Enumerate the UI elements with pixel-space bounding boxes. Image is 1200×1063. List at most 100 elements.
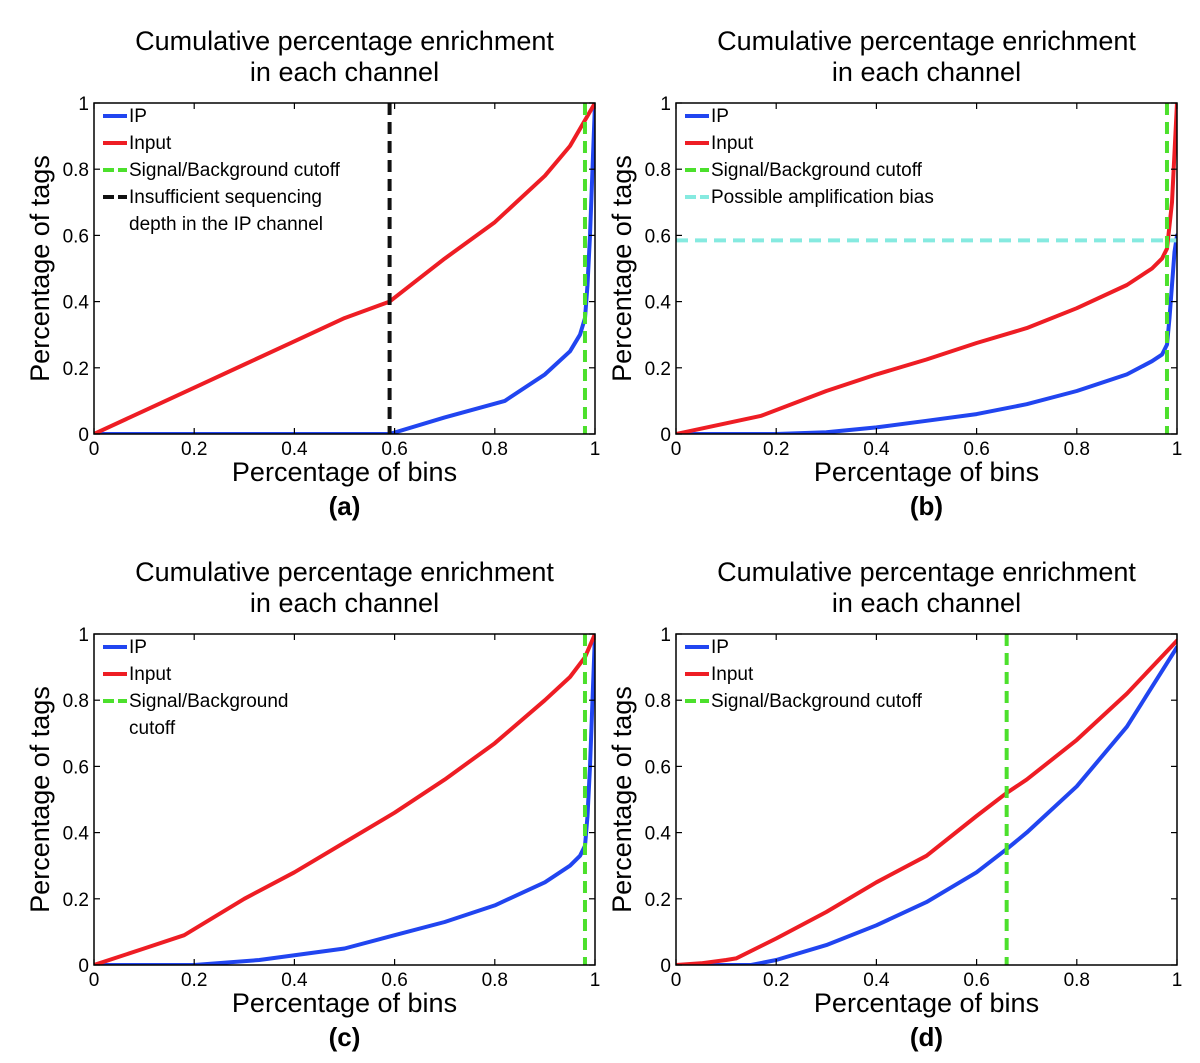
x-tick-label: 0.8 [1064,970,1090,991]
series-line-ip [676,645,1177,965]
chart-title-line: in each channel [250,588,439,618]
legend-label: depth in the IP channel [129,214,323,235]
y-tick-label: 0.8 [63,691,89,712]
y-tick-label: 1 [660,94,671,115]
y-tick-label: 0.6 [645,226,671,247]
legend-label: Insufficient sequencing [129,187,322,208]
x-tick-label: 0 [89,970,100,991]
legend-label: Signal/Background cutoff [711,691,923,712]
y-tick-label: 0 [78,956,89,977]
legend-label: Input [711,664,754,685]
legend-label: IP [711,106,729,127]
series-line-input [94,634,595,965]
chart-title-line: in each channel [832,57,1021,87]
plot-data [94,103,595,434]
legend-label: IP [711,637,729,658]
y-tick-label: 0 [660,425,671,446]
panel-label: (d) [910,1022,943,1052]
legend-label: Input [711,133,754,154]
y-tick-label: 0.6 [63,226,89,247]
chart-title-line: Cumulative percentage enrichment [135,26,554,56]
y-tick-label: 0.2 [63,890,89,911]
x-axis-label: Percentage of bins [232,457,457,487]
chart-title-line: Cumulative percentage enrichment [717,557,1136,587]
legend-label: Signal/Background cutoff [711,160,923,181]
plot-data [676,103,1177,434]
legend-label: Input [129,133,172,154]
series-line-ip [94,634,595,965]
x-tick-label: 0.4 [281,970,308,991]
x-tick-label: 1 [590,970,601,991]
x-tick-label: 0.8 [482,439,508,460]
x-axis-label: Percentage of bins [814,988,1039,1018]
plot-frame [675,102,1178,435]
series-line-ip [676,233,1177,434]
x-tick-label: 0.2 [181,970,207,991]
y-tick-label: 0.4 [63,293,90,314]
legend-label: cutoff [129,718,176,739]
y-tick-label: 0.6 [645,757,671,778]
y-axis-label: Percentage of tags [607,155,637,382]
x-tick-label: 1 [590,439,601,460]
legend: IP Input Signal/Background cutoff Possible … [685,106,934,208]
y-axis-label: Percentage of tags [607,686,637,913]
x-tick-label: 0.4 [863,970,890,991]
y-axis-label: Percentage of tags [25,686,55,913]
legend: IP Input Signal/Background cutoff Insuffici… [103,106,341,235]
legend: IP Input Signal/Background cutoff [685,637,923,712]
x-tick-label: 0.6 [381,439,407,460]
x-axis-label: Percentage of bins [814,457,1039,487]
x-tick-label: 0 [671,439,682,460]
y-tick-label: 0.2 [645,359,671,380]
y-tick-label: 0.4 [645,293,672,314]
y-tick-label: 0 [660,956,671,977]
legend: IP Input Signal/Background cutoff [103,637,289,739]
series-line-input [676,638,1177,965]
y-tick-label: 1 [78,94,89,115]
y-tick-label: 0.4 [645,824,672,845]
x-axis-label: Percentage of bins [232,988,457,1018]
x-tick-label: 0.2 [763,970,789,991]
panel-label: (a) [329,491,361,521]
chart-title-line: Cumulative percentage enrichment [135,557,554,587]
y-tick-label: 1 [660,625,671,646]
panel-label: (b) [910,491,943,521]
x-tick-label: 0.6 [963,970,989,991]
x-tick-label: 0.2 [763,439,789,460]
plot-frame [93,102,596,435]
plot-frame [675,633,1178,966]
y-tick-label: 0.8 [63,160,89,181]
x-tick-label: 0.6 [381,970,407,991]
panel-label: (c) [329,1022,361,1052]
chart-title-line: Cumulative percentage enrichment [717,26,1136,56]
series-line-input [676,103,1177,434]
x-tick-label: 0.2 [181,439,207,460]
y-tick-label: 0.2 [645,890,671,911]
x-tick-label: 0.4 [863,439,890,460]
x-tick-label: 0.6 [963,439,989,460]
y-tick-label: 0 [78,425,89,446]
y-tick-label: 1 [78,625,89,646]
plot-data [676,634,1177,965]
y-axis-label: Percentage of tags [25,155,55,382]
x-tick-label: 0 [89,439,100,460]
y-tick-label: 0.4 [63,824,90,845]
y-tick-label: 0.8 [645,691,671,712]
x-tick-label: 0.8 [482,970,508,991]
legend-label: Possible amplification bias [711,187,934,208]
x-tick-label: 0.8 [1064,439,1090,460]
legend-label: Signal/Background cutoff [129,160,341,181]
legend-label: Signal/Background [129,691,289,712]
y-tick-label: 0.6 [63,757,89,778]
legend-label: Input [129,664,172,685]
legend-label: IP [129,106,147,127]
y-tick-label: 0.2 [63,359,89,380]
chart-title-line: in each channel [250,57,439,87]
x-tick-label: 1 [1172,970,1183,991]
series-line-ip [94,103,595,434]
y-tick-label: 0.8 [645,160,671,181]
